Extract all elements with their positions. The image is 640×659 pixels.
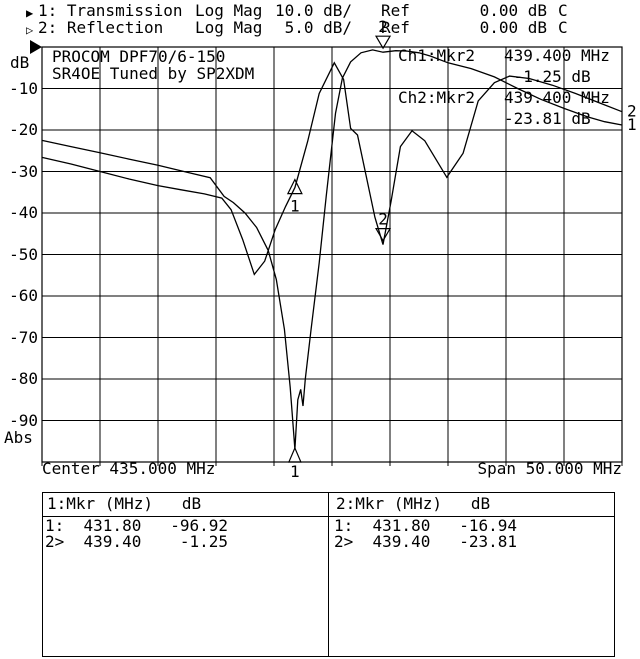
channel-1-scale: 10.0 dB/ <box>274 1 352 20</box>
ch1-marker-readout-freq: Ch1:Mkr2 439.400 MHz <box>398 46 610 65</box>
trace-reflection <box>41 61 623 276</box>
reference-level-arrow-icon <box>30 40 42 54</box>
ch2-marker-readout-value: -23.81 dB <box>398 109 591 128</box>
y-tick-label: -20 <box>9 120 38 139</box>
channel-1-format: Log Mag <box>195 1 263 20</box>
channel-2-ref-value: 0.00 dB <box>479 18 547 37</box>
marker-2-ch2-icon <box>374 228 392 242</box>
channel-2-scale: 5.0 dB/ <box>284 18 352 37</box>
channel-1-ref-value: 0.00 dB <box>479 1 547 20</box>
marker-1-ch1-icon <box>287 446 302 463</box>
trace-end-label: 1 <box>627 115 637 134</box>
channel-2-status-flag: C <box>558 18 568 37</box>
channel-1-status-flag: C <box>558 1 568 20</box>
marker-table-ch2-header: 2:Mkr (MHz) dB <box>336 494 491 513</box>
marker-1-ch1-label: 1 <box>290 462 300 481</box>
channel-2-format: Log Mag <box>195 18 263 37</box>
y-tick-label: -70 <box>9 327 38 347</box>
y-tick-label: -50 <box>9 244 38 264</box>
plot-title-line1: PROCOM DPF70/6-150 <box>52 47 226 66</box>
marker-table-header-line <box>43 516 614 517</box>
trace-end-label: 2 <box>627 102 637 121</box>
marker-table-divider <box>328 493 329 656</box>
trace-transmission <box>41 49 623 450</box>
ch1-marker-readout-value: -1.25 dB <box>398 67 591 86</box>
channel-1-ref-label: Ref <box>381 1 410 20</box>
plot-title-line2: SR4OE Tuned by SP2XDM <box>52 64 255 83</box>
y-tick-label: -40 <box>9 203 38 222</box>
marker-table-ch2-row1: 1: 431.80 -16.94 <box>334 516 518 535</box>
channel-2-label: 2: Reflection <box>38 18 164 37</box>
y-axis-unit: dB <box>10 53 30 72</box>
marker-table-ch2-row2: 2> 439.40 -23.81 <box>334 532 518 551</box>
y-axis-bottom-label: Abs <box>4 428 33 447</box>
marker-1-ch2-icon <box>286 178 303 195</box>
y-tick-label: -60 <box>9 286 38 305</box>
channel-1-label: 1: Transmission <box>38 1 183 20</box>
active-channel-icon: ▶ <box>26 6 34 20</box>
marker-2-ch2-label: 2 <box>378 210 388 229</box>
channel-2-ref-label: Ref <box>381 18 410 37</box>
marker-table-ch1-row2: 2> 439.40 -1.25 <box>45 532 229 551</box>
marker-2-ch1-icon <box>374 35 392 50</box>
y-tick-label: -10 <box>9 78 38 98</box>
marker-table-ch1-header: 1:Mkr (MHz) dB <box>47 494 202 513</box>
inactive-channel-icon: ▷ <box>26 23 34 37</box>
y-tick-label: -90 <box>9 410 38 430</box>
marker-1-ch2-label: 1 <box>290 197 300 216</box>
x-axis-center-label: Center 435.000 MHz <box>42 459 216 478</box>
marker-2-ch1-label: 2 <box>378 17 388 36</box>
marker-table-ch1-row1: 1: 431.80 -96.92 <box>45 516 229 535</box>
y-tick-label: -80 <box>9 369 38 388</box>
marker-table: 1:Mkr (MHz) dB 1: 431.80 -96.92 2> 439.4… <box>42 492 615 657</box>
y-tick-label: -30 <box>9 161 38 181</box>
